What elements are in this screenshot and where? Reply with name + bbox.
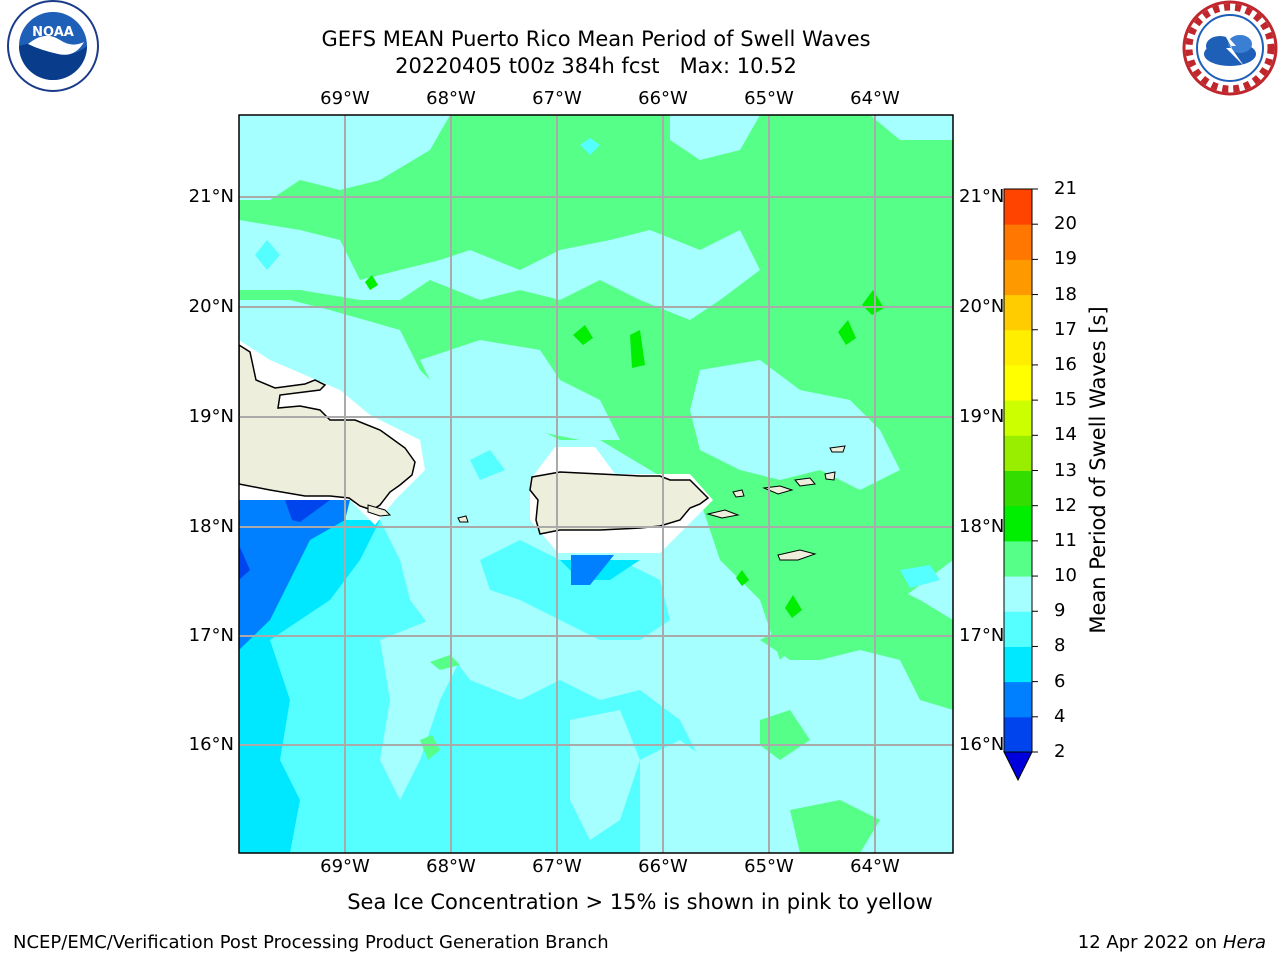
footer-machine: Hera — [1222, 932, 1266, 953]
lat-label-left: 16°N — [188, 734, 234, 755]
colorbar-segment — [1004, 329, 1032, 366]
colorbar-tick-label: 11 — [1054, 529, 1077, 551]
colorbar-title: Mean Period of Swell Waves [s] — [1086, 306, 1110, 634]
lat-label-left: 21°N — [188, 186, 234, 207]
lon-label-bottom: 64°W — [850, 856, 900, 877]
colorbar-tick-label: 4 — [1054, 705, 1066, 727]
colorbar-tick-label: 8 — [1054, 635, 1066, 657]
lat-label-left: 18°N — [188, 516, 234, 537]
map-title: GEFS MEAN Puerto Rico Mean Period of Swe… — [321, 27, 871, 51]
colorbar-tick-label: 21 — [1054, 178, 1077, 199]
lat-label-left: 19°N — [188, 406, 234, 427]
lon-label-top: 69°W — [320, 88, 370, 109]
lon-label-top: 67°W — [532, 88, 582, 109]
colorbar-segment — [1004, 646, 1032, 683]
colorbar-segment — [1004, 716, 1032, 753]
colorbar-segment — [1004, 470, 1032, 507]
colorbar-segment — [1004, 681, 1032, 718]
colorbar-segment — [1004, 259, 1032, 296]
colorbar-segment — [1004, 400, 1032, 436]
colorbar-tick-label: 15 — [1054, 389, 1077, 411]
lat-label-right: 18°N — [959, 516, 1005, 537]
lat-label-right: 16°N — [959, 734, 1005, 755]
colorbar-tick-label: 6 — [1054, 670, 1066, 692]
noaa-logo: NOAA — [7, 0, 99, 92]
footer-credit: NCEP/EMC/Verification Post Processing Pr… — [13, 932, 609, 953]
nws-logo — [1182, 0, 1278, 96]
colorbar — [1003, 188, 1038, 782]
colorbar-tick-label: 10 — [1054, 565, 1077, 587]
colorbar-segment — [1004, 540, 1032, 577]
colorbar-segment — [1004, 505, 1032, 542]
caption: Sea Ice Concentration > 15% is shown in … — [347, 890, 933, 914]
lon-label-bottom: 66°W — [638, 856, 688, 877]
colorbar-tick-label: 20 — [1054, 213, 1077, 235]
colorbar-tick-label: 12 — [1054, 494, 1077, 516]
colorbar-segment — [1004, 611, 1032, 647]
colorbar-tick-label: 16 — [1054, 353, 1077, 375]
colorbar-segment — [1004, 294, 1032, 331]
colorbar-segment — [1004, 576, 1032, 612]
lat-label-right: 19°N — [959, 406, 1005, 427]
colorbar-tick-label: 17 — [1054, 318, 1077, 340]
colorbar-tick-label: 14 — [1054, 424, 1077, 446]
colorbar-tick-label: 9 — [1054, 600, 1066, 622]
colorbar-tick-label: 13 — [1054, 459, 1077, 481]
footer-date: 12 Apr 2022 on Hera — [1078, 932, 1266, 953]
lon-label-top: 65°W — [744, 88, 794, 109]
colorbar-segment — [1004, 364, 1032, 401]
colorbar-under-arrow — [1003, 751, 1033, 782]
lon-label-top: 64°W — [850, 88, 900, 109]
lon-label-bottom: 68°W — [426, 856, 476, 877]
lon-label-bottom: 69°W — [320, 856, 370, 877]
footer-date-text: 12 Apr 2022 on — [1077, 932, 1218, 953]
lon-label-bottom: 67°W — [532, 856, 582, 877]
lat-label-right: 17°N — [959, 625, 1005, 646]
colorbar-segment — [1004, 189, 1032, 225]
colorbar-tick-label: 18 — [1054, 283, 1077, 305]
colorbar-segment — [1004, 224, 1032, 260]
colorbar-tick-label: 2 — [1054, 741, 1066, 762]
map-frame — [238, 114, 954, 854]
lat-label-right: 20°N — [959, 296, 1005, 317]
noaa-logo-text: NOAA — [32, 25, 74, 40]
colorbar-segment — [1004, 435, 1032, 471]
lon-label-top: 66°W — [638, 88, 688, 109]
lat-label-right: 21°N — [959, 186, 1005, 207]
map-subtitle: 20220405 t00z 384h fcst Max: 10.52 — [395, 54, 797, 78]
lat-label-left: 20°N — [188, 296, 234, 317]
colorbar-tick-label: 19 — [1054, 248, 1077, 270]
map-area — [239, 115, 953, 853]
lon-label-top: 68°W — [426, 88, 476, 109]
lon-label-bottom: 65°W — [744, 856, 794, 877]
lat-label-left: 17°N — [188, 625, 234, 646]
